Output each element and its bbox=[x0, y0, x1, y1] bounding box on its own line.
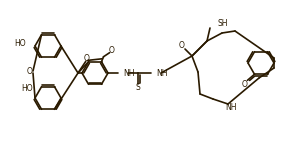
Text: NH: NH bbox=[225, 104, 237, 113]
Text: S: S bbox=[136, 84, 140, 93]
Text: O: O bbox=[84, 54, 90, 63]
Text: O: O bbox=[108, 46, 115, 55]
Text: NH: NH bbox=[156, 68, 168, 78]
Text: SH: SH bbox=[217, 20, 227, 28]
Text: NH: NH bbox=[123, 68, 135, 78]
Text: O: O bbox=[27, 67, 33, 77]
Text: HO: HO bbox=[14, 40, 26, 48]
Text: O: O bbox=[179, 41, 185, 51]
Text: O: O bbox=[242, 80, 247, 89]
Text: HO: HO bbox=[21, 84, 32, 93]
